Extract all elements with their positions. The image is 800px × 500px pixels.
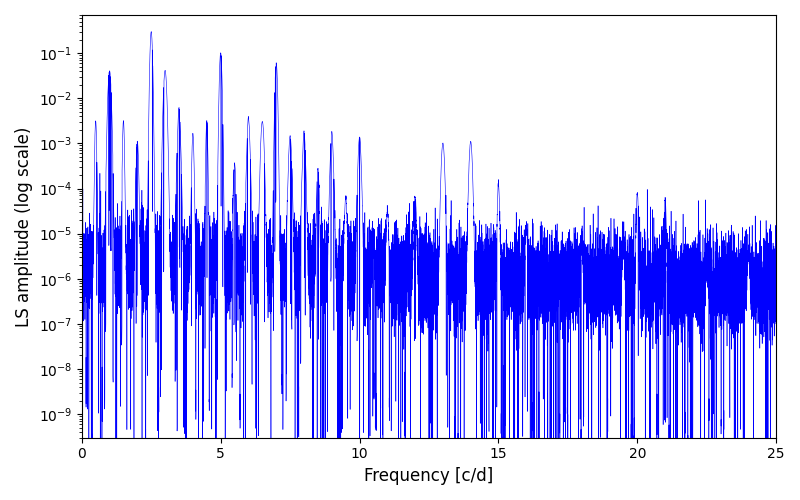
Y-axis label: LS amplitude (log scale): LS amplitude (log scale) [15,126,33,326]
X-axis label: Frequency [c/d]: Frequency [c/d] [364,467,494,485]
